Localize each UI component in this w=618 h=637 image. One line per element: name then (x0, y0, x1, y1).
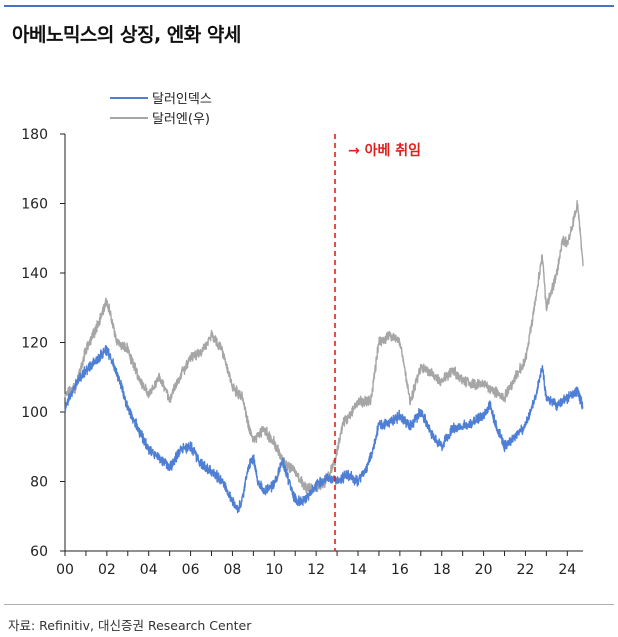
y-tick-label: 60 (30, 544, 48, 560)
y-tick-label: 140 (21, 266, 48, 282)
series-line-usd-jpy (64, 200, 584, 495)
x-tick-label: 20 (475, 562, 493, 578)
x-tick-label: 16 (391, 562, 409, 578)
top-rule (4, 5, 614, 7)
legend-label: 달러인덱스 (152, 92, 212, 107)
y-tick-label: 100 (21, 405, 48, 421)
x-tick-label: 02 (98, 562, 116, 578)
x-tick-label: 18 (433, 562, 451, 578)
x-tick-label: 04 (140, 562, 158, 578)
axes: 60 80 100 120 140 160 180 00 02 04 06 08 10 12 14 16 18 2… (21, 127, 583, 578)
annotation-layer: → 아베 취임 (334, 134, 421, 551)
source-note: 자료: Refinitiv, 대신증권 Research Center (8, 618, 252, 633)
series-line-dollar-index (64, 344, 584, 514)
x-tick-label: 22 (517, 562, 535, 578)
x-tick-label: 10 (265, 562, 283, 578)
abe-inauguration-label: → 아베 취임 (348, 142, 421, 159)
x-tick-label: 12 (307, 562, 325, 578)
x-tick-label: 24 (558, 562, 576, 578)
y-tick-label: 80 (30, 475, 48, 491)
x-tick-label: 06 (182, 562, 200, 578)
legend-label: 달러엔(우) (152, 112, 210, 127)
chart: 60 80 100 120 140 160 180 00 02 04 06 08 10 12 14 16 18 2… (21, 92, 584, 578)
x-tick-label: 14 (349, 562, 367, 578)
x-tick-label: 08 (224, 562, 242, 578)
page-title: 아베노믹스의 상징, 엔화 약세 (12, 24, 241, 46)
x-tick-label: 00 (56, 562, 74, 578)
bottom-rule (4, 604, 614, 605)
series-layer (64, 200, 584, 514)
y-tick-label: 120 (21, 336, 48, 352)
y-tick-label: 180 (21, 127, 48, 143)
y-tick-label: 160 (21, 197, 48, 213)
